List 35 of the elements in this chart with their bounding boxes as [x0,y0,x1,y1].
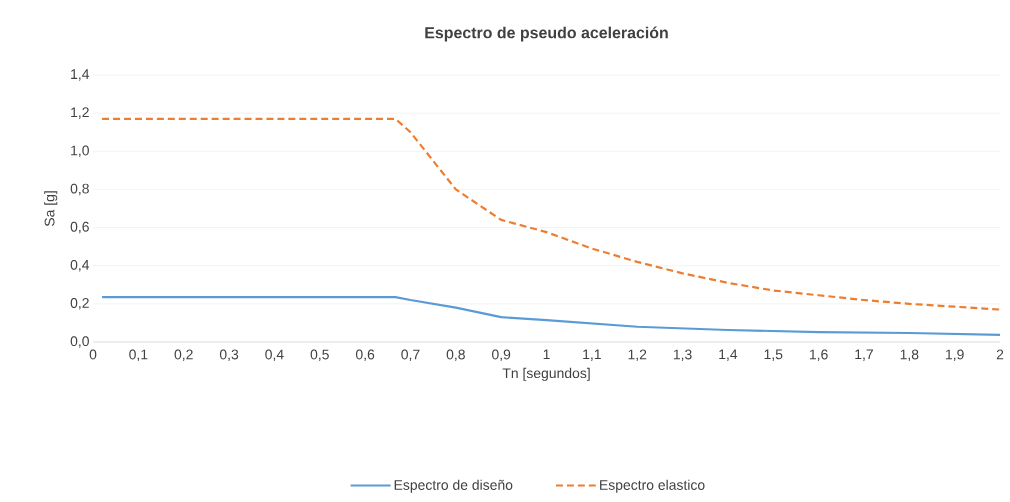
y-tick-label: 0,8 [70,183,89,196]
x-tick-label: 0,7 [401,349,420,362]
chart-title: Espectro de pseudo aceleración [425,26,668,42]
y-tick-label: 1,0 [71,145,89,158]
x-tick-label: 0,2 [174,349,193,362]
x-tick-label: 0,6 [355,349,375,362]
y-tick-label: 1,4 [71,69,90,81]
x-tick-label: 1,5 [764,349,783,361]
y-axis-title: Sa [g] [44,191,58,227]
legend-label: Espectro elastico [600,479,705,493]
line-series [100,117,1002,311]
x-tick-label: 0,8 [446,349,465,362]
x-tick-label: 0,4 [265,349,284,362]
x-tick-label: 0,5 [310,349,329,362]
y-tick-label: 0,0 [70,336,89,348]
x-tick-label: 1 [543,349,550,360]
y-tick-label: 0,6 [70,221,89,234]
x-tick-label: 2 [996,349,1004,360]
x-tick-label: 1,6 [809,349,828,362]
x-tick-label: 0,1 [129,349,148,362]
x-tick-label: 0,9 [492,349,511,362]
x-axis-title: Tn [segundos] [502,367,590,381]
x-tick-label: 1,3 [673,349,692,362]
x-tick-label: 1,7 [855,349,873,361]
x-tick-label: 0 [89,349,97,360]
x-tick-label: 1,2 [628,349,647,362]
x-tick-label: 1,9 [946,349,964,362]
x-tick-label: 1,4 [719,349,738,361]
y-tick-label: 0,2 [70,298,89,310]
x-tick-label: 0,3 [219,349,239,362]
y-tick-label: 1,2 [71,107,89,119]
x-tick-label: 1,8 [900,349,919,362]
legend-label: Espectro de diseño [394,479,513,493]
y-tick-label: 0,4 [70,259,90,272]
x-tick-label: 1,1 [583,349,601,361]
